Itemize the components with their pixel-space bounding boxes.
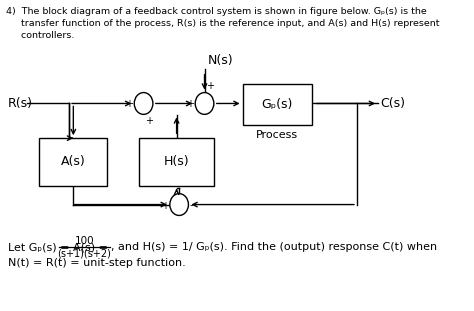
Text: N(s): N(s) bbox=[208, 54, 234, 67]
Text: -: - bbox=[189, 201, 193, 211]
Text: N(t) = R(t) = unit-step function.: N(t) = R(t) = unit-step function. bbox=[8, 258, 186, 268]
Text: , and H(s) = 1/ Gₚ(s). Find the (output) response C(t) when: , and H(s) = 1/ Gₚ(s). Find the (output)… bbox=[111, 242, 438, 252]
Text: A(s): A(s) bbox=[61, 156, 86, 169]
Text: +: + bbox=[161, 201, 169, 211]
Text: Process: Process bbox=[256, 130, 298, 140]
Circle shape bbox=[195, 93, 214, 114]
Text: (s+1)(s+2): (s+1)(s+2) bbox=[57, 248, 111, 258]
Text: H(s): H(s) bbox=[164, 156, 190, 169]
Text: 100: 100 bbox=[74, 236, 94, 246]
Text: +: + bbox=[145, 116, 153, 126]
Circle shape bbox=[134, 93, 153, 114]
Text: Let Gₚ(s) = A(s) =: Let Gₚ(s) = A(s) = bbox=[8, 242, 112, 252]
Text: Gₚ(s): Gₚ(s) bbox=[262, 98, 293, 111]
Text: controllers.: controllers. bbox=[6, 31, 74, 40]
Bar bbox=[243, 84, 312, 125]
Text: transfer function of the process, R(s) is the reference input, and A(s) and H(s): transfer function of the process, R(s) i… bbox=[6, 19, 439, 28]
Bar bbox=[139, 138, 214, 186]
Text: 4)  The block diagram of a feedback control system is shown in figure below. Gₚ(: 4) The block diagram of a feedback contr… bbox=[6, 7, 427, 16]
Text: +: + bbox=[186, 100, 194, 109]
Text: R(s): R(s) bbox=[8, 97, 33, 110]
Circle shape bbox=[170, 194, 189, 216]
Text: +: + bbox=[206, 81, 214, 91]
Bar bbox=[39, 138, 107, 186]
Text: +: + bbox=[126, 100, 133, 109]
Text: C(s): C(s) bbox=[381, 97, 406, 110]
